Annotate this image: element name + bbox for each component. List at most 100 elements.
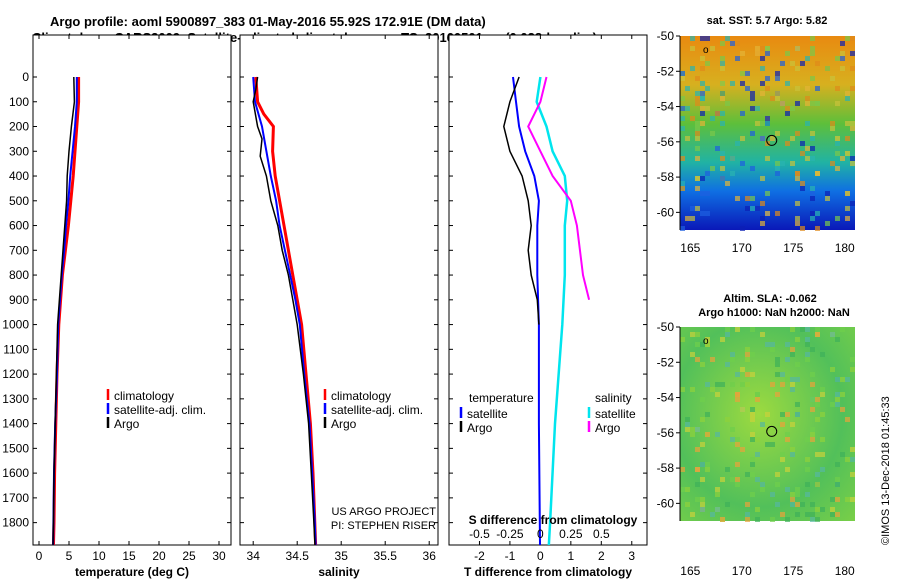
map-pixel bbox=[715, 382, 720, 387]
map-pixel bbox=[680, 96, 685, 101]
project-annotation: US ARGO PROJECT bbox=[331, 506, 436, 518]
map-pixel bbox=[720, 121, 725, 126]
map-pixel bbox=[845, 91, 850, 96]
map-pixel bbox=[835, 141, 840, 146]
map-pixel bbox=[685, 216, 690, 221]
map-pixel bbox=[690, 36, 695, 41]
map-pixel bbox=[770, 347, 775, 352]
map-pixel bbox=[705, 61, 710, 66]
map-pixel bbox=[710, 387, 715, 392]
map-pixel bbox=[700, 442, 705, 447]
lat-tick-label: -54 bbox=[657, 391, 675, 405]
map-pixel bbox=[740, 382, 745, 387]
map-pixel bbox=[760, 56, 765, 61]
map-pixel bbox=[805, 121, 810, 126]
series-line-argo bbox=[527, 76, 591, 301]
map-pixel bbox=[735, 442, 740, 447]
map-pixel bbox=[715, 146, 720, 151]
map-pixel bbox=[690, 46, 695, 51]
map-pixel bbox=[735, 477, 740, 482]
map-pixel bbox=[760, 332, 765, 337]
map-pixel bbox=[700, 121, 705, 126]
map-pixel bbox=[775, 91, 780, 96]
map-pixel bbox=[790, 61, 795, 66]
map-pixel bbox=[735, 196, 740, 201]
map-pixel bbox=[750, 472, 755, 477]
map-pixel bbox=[845, 121, 850, 126]
map-pixel bbox=[680, 467, 685, 472]
map-pixel bbox=[795, 487, 800, 492]
map-pixel bbox=[845, 191, 850, 196]
depth-tick-label: 700 bbox=[9, 243, 29, 257]
x-tick-label: 36 bbox=[423, 549, 437, 563]
map-pixel bbox=[810, 382, 815, 387]
map-pixel bbox=[850, 51, 855, 56]
lon-tick-label: 165 bbox=[680, 241, 700, 255]
map-pixel bbox=[710, 46, 715, 51]
map-pixel bbox=[815, 101, 820, 106]
map-pixel bbox=[700, 56, 705, 61]
sla-map: Altim. SLA: -0.062 Argo h1000: NaN h2000… bbox=[657, 293, 855, 578]
map-pixel bbox=[700, 502, 705, 507]
map-pixel bbox=[740, 161, 745, 166]
map-pixel bbox=[730, 41, 735, 46]
map-pixel bbox=[795, 492, 800, 497]
map-pixel bbox=[690, 332, 695, 337]
map-pixel bbox=[775, 392, 780, 397]
map-pixel bbox=[720, 111, 725, 116]
map-pixel bbox=[765, 51, 770, 56]
legend-title-temperature: temperature bbox=[469, 391, 534, 405]
map-pixel bbox=[745, 517, 750, 522]
map-pixel bbox=[775, 171, 780, 176]
depth-tick-label: 1000 bbox=[2, 318, 29, 332]
map-pixel bbox=[815, 86, 820, 91]
x-tick-label: -2 bbox=[474, 549, 485, 563]
map-pixel bbox=[715, 111, 720, 116]
lon-tick-label: 170 bbox=[732, 564, 752, 578]
map-pixel bbox=[735, 482, 740, 487]
map-pixel bbox=[795, 337, 800, 342]
map-pixel bbox=[695, 427, 700, 432]
depth-tick-label: 400 bbox=[9, 169, 29, 183]
map-pixel bbox=[805, 492, 810, 497]
map-pixel bbox=[850, 201, 855, 206]
map-pixel bbox=[830, 332, 835, 337]
series-line-satellite bbox=[512, 76, 542, 545]
map-pixel bbox=[840, 51, 845, 56]
depth-tick-label: 300 bbox=[9, 144, 29, 158]
map-pixel bbox=[830, 497, 835, 502]
title-line-1: Argo profile: aoml 5900897_383 01-May-20… bbox=[50, 14, 486, 29]
map-pixel bbox=[730, 437, 735, 442]
map-pixel bbox=[775, 166, 780, 171]
map-pixel bbox=[800, 327, 805, 332]
lat-tick-label: -52 bbox=[657, 64, 675, 78]
map-pixel bbox=[730, 382, 735, 387]
lat-tick-label: -50 bbox=[657, 29, 675, 43]
map-pixel bbox=[750, 206, 755, 211]
series-line-argo bbox=[503, 76, 540, 325]
map-pixel bbox=[705, 337, 710, 342]
map-pixel bbox=[805, 457, 810, 462]
map-pixel bbox=[705, 467, 710, 472]
map-pixel bbox=[700, 191, 705, 196]
map-pixel bbox=[835, 392, 840, 397]
map-pixel bbox=[795, 402, 800, 407]
map-pixel bbox=[835, 337, 840, 342]
map-pixel bbox=[810, 76, 815, 81]
legend-label: Argo bbox=[331, 417, 357, 431]
map-pixel bbox=[850, 457, 855, 462]
map-pixel bbox=[820, 507, 825, 512]
map-pixel bbox=[760, 221, 765, 226]
map-pixel bbox=[710, 166, 715, 171]
map-pixel bbox=[835, 56, 840, 61]
map-pixel bbox=[695, 76, 700, 81]
map-pixel bbox=[850, 86, 855, 91]
map-pixel bbox=[685, 422, 690, 427]
depth-tick-label: 200 bbox=[9, 120, 29, 134]
map-pixel bbox=[760, 46, 765, 51]
map-pixel bbox=[790, 382, 795, 387]
map-pixel bbox=[730, 156, 735, 161]
sst-title: sat. SST: 5.7 Argo: 5.82 bbox=[707, 15, 828, 27]
map-pixel bbox=[750, 96, 755, 101]
map-pixel bbox=[705, 412, 710, 417]
